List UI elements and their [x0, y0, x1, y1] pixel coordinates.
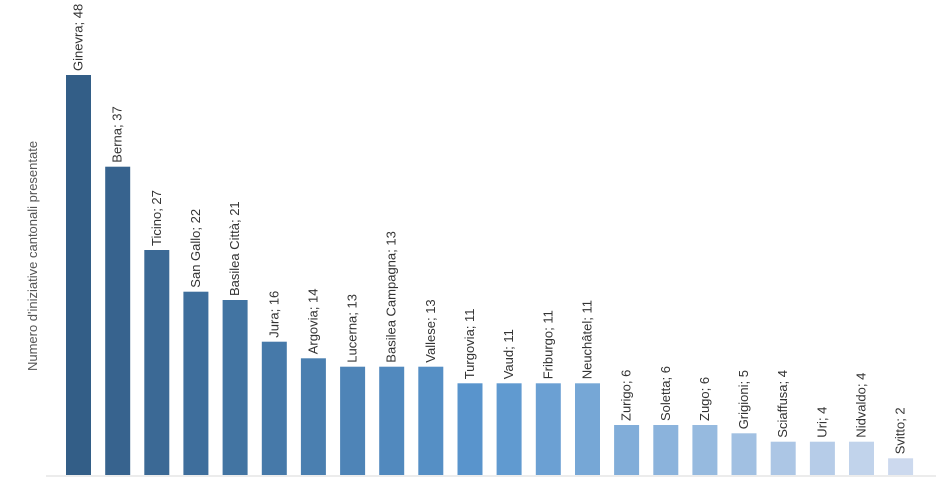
bar-data-label: Turgovia; 11	[462, 308, 477, 379]
bar-data-label: Vallese; 13	[423, 299, 438, 362]
bar-data-label: Grigioni; 5	[736, 370, 751, 429]
bar-data-label: Neuchâtel; 11	[580, 300, 595, 379]
bar-lucerna	[340, 366, 366, 475]
bar-basilea-campagna	[379, 366, 405, 475]
bar-argovia	[300, 358, 326, 475]
bar-data-label: Friburgo; 11	[540, 310, 555, 379]
bar-data-label: Berna; 37	[110, 106, 125, 162]
bar-data-label: Jura; 16	[266, 291, 281, 338]
bar-data-label: Soletta; 6	[658, 366, 673, 421]
bar-data-label: Sciaffusa; 4	[775, 370, 790, 438]
bar-data-label: Zugo; 6	[697, 377, 712, 421]
bar-data-label: Vaud; 11	[501, 329, 516, 379]
bars-layer	[66, 75, 914, 475]
bar-data-label: Zurigo; 6	[619, 370, 634, 421]
bar-neuch-tel	[575, 383, 600, 475]
bar-data-label: San Gallo; 22	[188, 209, 203, 288]
labels-layer: Ginevra; 48 Berna; 37 Ticino; 27 San Gallo;…	[71, 4, 908, 455]
bar-data-label: Basilea Città; 21	[227, 201, 242, 296]
bar-san-gallo	[183, 291, 209, 475]
bar-friburgo	[535, 383, 561, 475]
bar-zurigo	[614, 425, 640, 475]
bar-ginevra	[66, 75, 91, 475]
bar-zugo	[692, 425, 718, 475]
bar-vallese	[418, 366, 444, 475]
bar-nidvaldo	[849, 441, 874, 475]
bar-data-label: Nidvaldo; 4	[854, 373, 869, 438]
bar-ticino	[144, 250, 170, 475]
bar-jura	[261, 341, 287, 475]
bar-basilea-citt-	[222, 300, 248, 475]
bar-data-label: Ginevra; 48	[71, 4, 86, 71]
bar-data-label: Uri; 4	[814, 407, 829, 438]
bar-vaud	[496, 383, 522, 475]
bar-data-label: Basilea Campagna; 13	[384, 231, 399, 363]
bar-sciaffusa	[770, 441, 796, 475]
bar-data-label: Svitto; 2	[893, 407, 908, 454]
bar-data-label: Ticino; 27	[149, 190, 164, 246]
bar-turgovia	[457, 383, 483, 475]
bar-data-label: Argovia; 14	[305, 289, 320, 355]
bar-data-label: Lucerna; 13	[345, 294, 360, 363]
bar-berna	[105, 166, 131, 475]
bar-uri	[809, 441, 835, 475]
bar-soletta	[653, 425, 679, 475]
bar-grigioni	[731, 433, 757, 475]
bar-svitto	[888, 458, 914, 475]
y-axis-title: Numero d'iniziative cantonali presentate	[25, 141, 40, 371]
